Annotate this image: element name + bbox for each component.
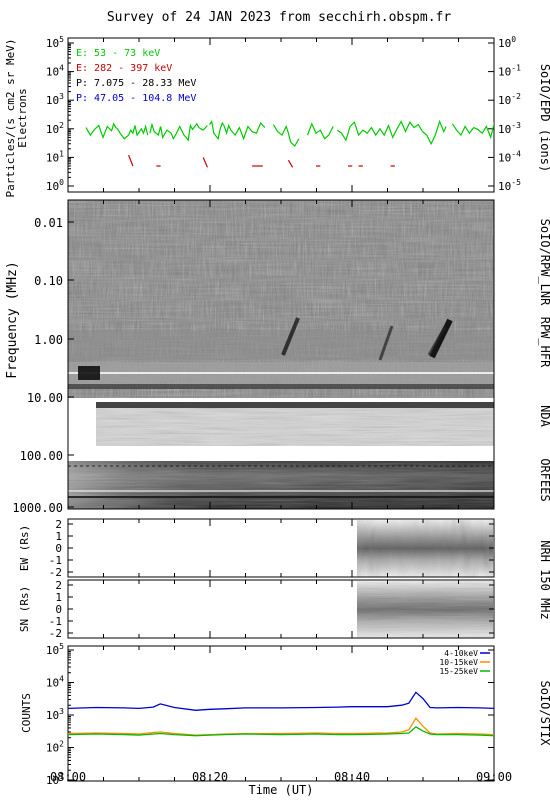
epd-left-tick-label: 105	[46, 35, 64, 50]
frequency-tick-label: 1.00	[34, 333, 63, 347]
epd-right-tick-label: 100	[498, 35, 516, 50]
nrh-ew-ylabel: EW (Rs)	[18, 525, 31, 571]
nrh-sn-ylabel: SN (Rs)	[18, 586, 31, 632]
time-tick-label: 08:40	[334, 770, 370, 784]
stix-legend-entry: 10-15keV	[439, 658, 478, 667]
epd-left-tick-label: 104	[46, 64, 64, 79]
epd-series-line	[306, 122, 334, 140]
epd-right-tick-label: 10-1	[498, 64, 521, 79]
nrh-sn-tick-label: -1	[49, 615, 62, 628]
nrh-label: NRH 150 MHz	[538, 540, 550, 619]
stix-series-line	[68, 716, 494, 736]
epd-right-tick-label: 10-2	[498, 92, 521, 107]
figure-title: Survey of 24 JAN 2023 from secchirh.obsp…	[107, 10, 452, 25]
stix-tick-label: 103	[46, 707, 64, 722]
epd-right-tick-label: 10-5	[498, 178, 521, 193]
stix-tick-label: 101	[46, 772, 64, 787]
epd-legend-entry: E: 282 - 397 keV	[76, 63, 172, 74]
frequency-tick-label: 0.01	[34, 216, 63, 230]
epd-legend: E: 53 - 73 keV E: 282 - 397 keV P: 7.075 -…	[76, 48, 196, 104]
frequency-ylabel: Frequency (MHz)	[5, 261, 20, 378]
epd-left-tick-label: 101	[46, 149, 64, 164]
burst-1	[281, 317, 300, 356]
stix-ticks: 101 102 103 104 105	[46, 642, 494, 787]
nda-label: NDA	[538, 405, 550, 427]
epd-right-ticks: 10-5 10-4 10-3 10-2 10-1 100	[488, 35, 521, 193]
epd-legend-entry: P: 47.05 - 104.8 MeV	[76, 93, 196, 104]
epd-left-tick-label: 100	[46, 178, 64, 193]
nrh-sn-tick-label: -2	[49, 627, 62, 640]
frequency-tick-label: 1000.00	[12, 501, 63, 515]
epd-series-line	[128, 154, 134, 167]
nrh-sn-panel: 210-1-2 SN (Rs)	[18, 579, 495, 640]
frequency-tick-label: 100.00	[20, 449, 63, 463]
stix-tick-label: 105	[46, 642, 64, 657]
epd-left-tick-label: 102	[46, 121, 64, 136]
nrh-sn-tick-label: 1	[55, 591, 62, 604]
epd-right-tick-label: 10-3	[498, 121, 521, 136]
epd-legend-entry: P: 7.075 - 28.33 MeV	[76, 78, 196, 89]
nrh-ew-tick-label: 1	[55, 530, 62, 543]
epd-series-line	[202, 157, 208, 168]
time-axis-label: Time (UT)	[248, 783, 313, 797]
epd-left-ticks: 100 101 102 103 104 105	[46, 35, 74, 193]
stix-legend-entry: 4-10keV	[444, 649, 478, 658]
burst-2	[378, 325, 394, 361]
epd-series-line	[149, 122, 208, 142]
time-tick-label: 09:00	[476, 770, 512, 784]
stix-tick-label: 104	[46, 675, 64, 690]
orfees-label: ORFEES	[538, 458, 550, 501]
nrh-sn-tick-label: 0	[55, 603, 62, 616]
stix-series-line	[68, 726, 494, 737]
stix-tick-label: 102	[46, 740, 64, 755]
epd-series-line	[287, 159, 294, 168]
time-tick-label: 08:20	[192, 770, 228, 784]
epd-ylabel-bottom: Electrons	[16, 88, 29, 148]
nrh-sn-tick-label: 2	[55, 579, 62, 592]
spectrogram-panel: 0.01 0.10 1.00 10.00 100.00 1000.00 Frequency…	[5, 199, 550, 515]
epd-left-tick-label: 103	[46, 92, 64, 107]
frequency-ticks: 0.01 0.10 1.00 10.00 100.00 1000.00	[12, 216, 74, 515]
nrh-ew-tick-label: -2	[49, 566, 62, 579]
epd-series-line	[85, 122, 149, 140]
nrh-ew-tick-label: 2	[55, 518, 62, 531]
nrh-ew-panel: 210-1-2 EW (Rs)	[18, 518, 495, 579]
frequency-tick-label: 10.00	[27, 391, 63, 405]
hfr-label: RPW_HFR	[538, 317, 550, 368]
epd-series-line	[336, 119, 447, 146]
stix-series	[68, 691, 494, 737]
stix-label: SoIO/STIX	[538, 680, 550, 746]
nrh-ew-tick-label: 0	[55, 542, 62, 555]
epd-series	[85, 119, 494, 168]
epd-right-tick-label: 10-4	[498, 149, 521, 164]
epd-series-line	[272, 124, 300, 147]
nrh-ew-tick-label: -1	[49, 554, 62, 567]
stix-ylabel: COUNTS	[20, 693, 33, 733]
time-tick-label: 08:00	[50, 770, 86, 784]
frequency-tick-label: 0.10	[34, 274, 63, 288]
stix-legend-entry: 15-25keV	[439, 667, 478, 676]
epd-legend-entry: E: 53 - 73 keV	[76, 48, 160, 59]
stix-series-line	[68, 691, 494, 711]
epd-panel-name: SoIO/EPD (ions)	[538, 64, 550, 172]
epd-series-line	[209, 119, 266, 141]
epd-ylabel-top: Particles/(s cm2 sr MeV)	[4, 39, 17, 198]
time-axis: 08:00 08:20 08:40 09:00	[50, 38, 512, 784]
burst-3	[429, 318, 453, 359]
lnr-label: SoIO/RPW_LNR	[538, 219, 550, 306]
epd-series-line	[451, 121, 494, 140]
hfr-band	[68, 362, 494, 387]
